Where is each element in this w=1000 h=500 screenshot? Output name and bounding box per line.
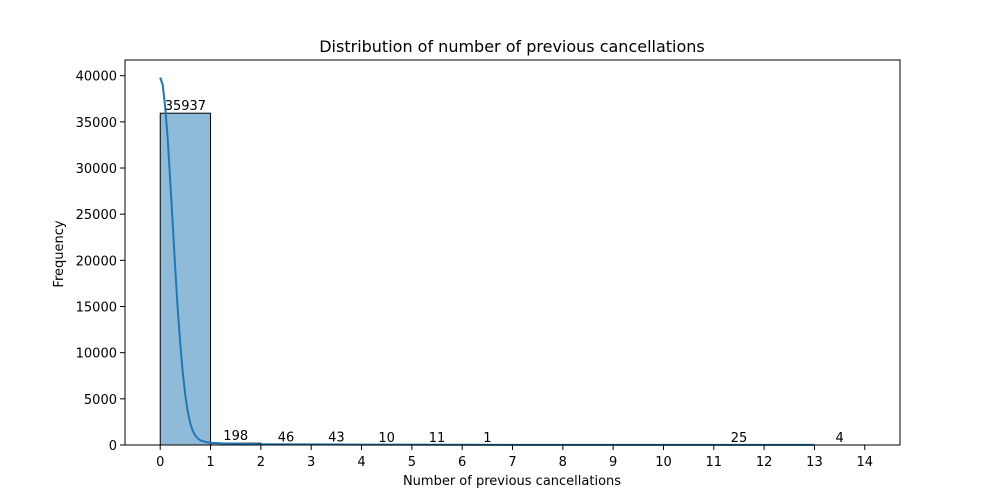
x-tick-label: 6 (458, 455, 466, 470)
x-tick-label: 12 (756, 455, 773, 470)
y-tick-label: 25000 (76, 208, 117, 223)
bar-value-label: 25 (731, 431, 748, 446)
x-axis-label: Number of previous cancellations (403, 474, 621, 489)
bar-value-label: 11 (429, 431, 446, 446)
y-tick-label: 10000 (76, 347, 117, 362)
bar-value-label: 4 (835, 431, 843, 446)
kde-line (159, 77, 815, 446)
x-tick-label: 9 (609, 455, 617, 470)
x-tick-label: 0 (156, 455, 164, 470)
y-tick-label: 30000 (76, 162, 117, 177)
chart-title: Distribution of number of previous cance… (319, 37, 705, 56)
x-axis-ticks: 0 1 2 3 4 5 6 7 8 9 10 11 12 13 14 (156, 445, 873, 470)
y-tick-label: 15000 (76, 301, 117, 316)
y-tick-label: 35000 (76, 116, 117, 131)
y-tick-label: 5000 (84, 393, 117, 408)
x-tick-label: 5 (408, 455, 416, 470)
x-tick-label: 10 (655, 455, 672, 470)
plot-frame (124, 59, 901, 446)
y-tick-label: 40000 (76, 70, 117, 85)
bar-value-label: 43 (328, 431, 345, 446)
bar-value-label: 35937 (165, 99, 206, 114)
bar-value-label: 198 (223, 429, 248, 444)
y-tick-label: 0 (109, 439, 117, 454)
x-tick-label: 7 (508, 455, 516, 470)
x-tick-label: 1 (206, 455, 214, 470)
x-tick-label: 3 (307, 455, 315, 470)
bar-value-label: 10 (378, 431, 395, 446)
x-tick-label: 13 (806, 455, 823, 470)
x-tick-label: 4 (357, 455, 365, 470)
x-tick-label: 8 (559, 455, 567, 470)
bar-value-label: 1 (483, 431, 491, 446)
y-tick-label: 20000 (76, 254, 117, 269)
y-axis-label: Frequency (52, 220, 67, 287)
bar-value-label: 46 (278, 431, 295, 446)
x-tick-label: 2 (257, 455, 265, 470)
y-axis-ticks: 0 5000 10000 15000 20000 25000 30000 35000 40000 (76, 70, 125, 454)
x-tick-label: 14 (856, 455, 873, 470)
bars-layer (159, 112, 866, 446)
x-tick-label: 11 (706, 455, 723, 470)
